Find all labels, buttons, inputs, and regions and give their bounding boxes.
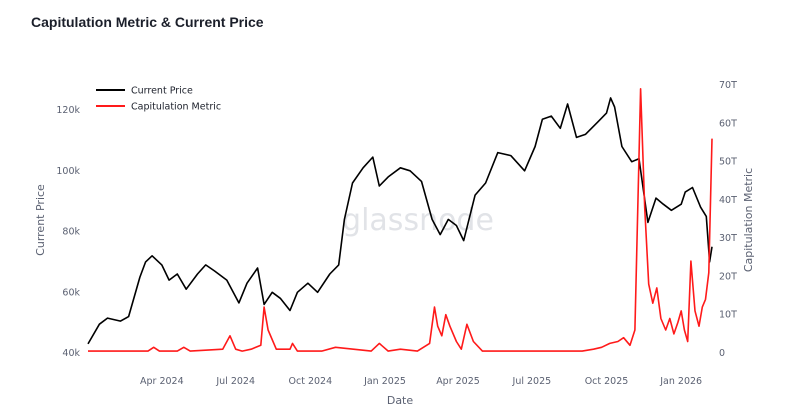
series-line-capitulation-metric xyxy=(88,88,713,352)
y-right-axis-label: Capitulation Metric xyxy=(742,168,755,272)
x-axis-label: Date xyxy=(387,394,414,407)
y-left-tick-label: 40k xyxy=(62,348,80,359)
y-right-tick-label: 40T xyxy=(719,195,737,206)
y-left-tick-label: 60k xyxy=(62,287,80,298)
x-tick-label: Apr 2024 xyxy=(140,376,184,387)
series-line-current-price xyxy=(87,97,713,345)
chart-title: Capitulation Metric & Current Price xyxy=(31,14,264,30)
y-right-tick-label: 0 xyxy=(719,348,725,359)
x-tick-label: Jan 2026 xyxy=(659,376,702,387)
x-tick-label: Jul 2024 xyxy=(215,376,255,387)
y-right-tick-label: 10T xyxy=(719,310,737,321)
x-tick-label: Jul 2025 xyxy=(512,376,552,387)
y-right-tick-label: 30T xyxy=(719,233,737,244)
legend-label: Current Price xyxy=(131,86,193,97)
x-tick-label: Apr 2025 xyxy=(436,376,480,387)
y-right-tick-label: 60T xyxy=(719,118,737,129)
legend-label: Capitulation Metric xyxy=(131,102,221,113)
y-left-tick-label: 100k xyxy=(56,166,80,177)
x-tick-label: Jan 2025 xyxy=(363,376,406,387)
y-left-axis-label: Current Price xyxy=(34,184,47,256)
y-left-tick-label: 80k xyxy=(62,227,80,238)
x-tick-label: Oct 2025 xyxy=(585,376,629,387)
y-right-tick-label: 70T xyxy=(719,80,737,91)
y-right-tick-label: 20T xyxy=(719,271,737,282)
x-tick-label: Oct 2024 xyxy=(289,376,333,387)
y-right-tick-label: 50T xyxy=(719,157,737,168)
y-left-tick-label: 120k xyxy=(56,105,80,116)
